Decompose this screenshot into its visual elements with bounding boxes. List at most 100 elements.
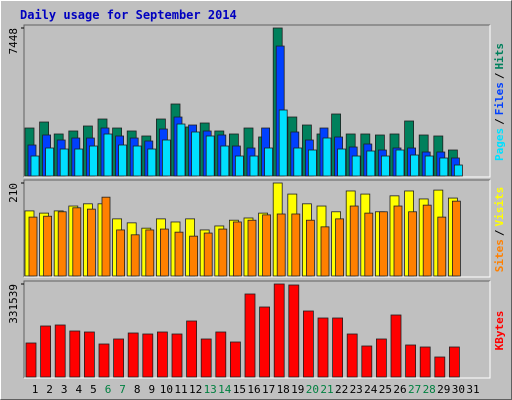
bar bbox=[132, 145, 142, 177]
plot-frame-light bbox=[24, 180, 491, 278]
bar bbox=[364, 212, 374, 277]
x-tick-label: 21 bbox=[320, 383, 333, 396]
bar bbox=[247, 219, 257, 277]
x-tick-label: 14 bbox=[218, 383, 232, 396]
bar bbox=[171, 333, 183, 378]
bar bbox=[101, 196, 111, 277]
bar bbox=[278, 109, 288, 177]
bar bbox=[346, 333, 358, 378]
bar bbox=[186, 320, 198, 378]
bar bbox=[142, 333, 154, 378]
legend-separator: / bbox=[493, 72, 506, 79]
bar bbox=[40, 325, 51, 378]
bar bbox=[203, 232, 213, 277]
legend: Pages / Files / Hits bbox=[493, 43, 506, 161]
legend: KBytes bbox=[493, 311, 506, 351]
bar bbox=[72, 207, 82, 277]
x-tick-label: 16 bbox=[247, 383, 260, 396]
bar bbox=[59, 148, 69, 177]
bar bbox=[161, 139, 171, 177]
x-tick-label: 12 bbox=[189, 383, 202, 396]
bar bbox=[127, 332, 139, 378]
x-tick-label: 13 bbox=[204, 383, 217, 396]
bar bbox=[361, 345, 373, 378]
bar bbox=[54, 324, 66, 378]
x-tick-label: 4 bbox=[75, 383, 82, 396]
bar bbox=[378, 211, 388, 277]
bar bbox=[349, 205, 359, 277]
bar bbox=[305, 219, 315, 277]
bar bbox=[69, 330, 81, 378]
x-tick-label: 24 bbox=[364, 383, 378, 396]
legend-entry: Files bbox=[493, 82, 506, 115]
x-tick-label: 11 bbox=[174, 383, 187, 396]
x-tick-label: 17 bbox=[262, 383, 275, 396]
bar bbox=[451, 200, 461, 277]
x-tick-label: 2 bbox=[46, 383, 53, 396]
bar bbox=[380, 155, 390, 177]
bar bbox=[215, 331, 227, 378]
plot-frame-light bbox=[24, 281, 491, 379]
x-tick-label: 26 bbox=[393, 383, 406, 396]
bar bbox=[45, 147, 54, 177]
bar bbox=[232, 221, 242, 277]
x-tick-label: 22 bbox=[335, 383, 348, 396]
plot-frame-light bbox=[24, 25, 491, 178]
bar bbox=[74, 148, 84, 177]
bar bbox=[307, 149, 317, 177]
x-tick-label: 30 bbox=[452, 383, 465, 396]
bar bbox=[291, 213, 301, 277]
legend-separator: / bbox=[493, 229, 506, 236]
bar bbox=[390, 314, 402, 378]
x-tick-label: 10 bbox=[160, 383, 173, 396]
x-tick-label: 19 bbox=[291, 383, 304, 396]
bar bbox=[30, 155, 40, 177]
bar bbox=[351, 155, 361, 177]
bar bbox=[234, 155, 244, 177]
bar bbox=[375, 338, 387, 378]
bar bbox=[332, 317, 344, 378]
y-tick-label: 331539 bbox=[7, 284, 20, 324]
x-tick-label: 18 bbox=[277, 383, 290, 396]
bar bbox=[130, 234, 140, 277]
bar bbox=[191, 131, 201, 177]
x-tick-label: 7 bbox=[119, 383, 126, 396]
bar bbox=[422, 204, 432, 277]
bar bbox=[439, 157, 449, 177]
bar bbox=[57, 211, 67, 277]
bar bbox=[276, 213, 286, 277]
legend-entry: Hits bbox=[493, 43, 506, 70]
x-tick-label: 29 bbox=[437, 383, 450, 396]
plot-frame-dark bbox=[23, 179, 490, 277]
x-tick-label: 27 bbox=[408, 383, 421, 396]
bar bbox=[147, 148, 157, 177]
chart-title: Daily usage for September 2014 bbox=[20, 8, 237, 22]
x-tick-label: 1 bbox=[32, 383, 39, 396]
y-tick-label: 210 bbox=[7, 183, 20, 203]
plot-frame-dark bbox=[23, 280, 490, 378]
x-tick-label: 20 bbox=[306, 383, 319, 396]
legend-entry: Visits bbox=[493, 187, 506, 227]
x-tick-label: 9 bbox=[148, 383, 155, 396]
bar bbox=[249, 155, 259, 177]
x-tick-label: 6 bbox=[105, 383, 112, 396]
bar bbox=[156, 331, 168, 378]
bar bbox=[337, 148, 347, 177]
bar bbox=[264, 147, 274, 177]
legend-entry: Pages bbox=[493, 128, 506, 161]
legend-separator: / bbox=[493, 118, 506, 125]
bar bbox=[118, 144, 127, 177]
bar bbox=[113, 338, 124, 378]
bar bbox=[410, 154, 420, 177]
bar bbox=[25, 342, 37, 378]
bar bbox=[317, 317, 329, 378]
bar bbox=[116, 229, 125, 277]
bar bbox=[320, 226, 330, 277]
bar bbox=[87, 208, 96, 277]
plot-frame-dark bbox=[23, 24, 490, 177]
bar bbox=[419, 346, 431, 378]
bar bbox=[448, 346, 460, 378]
x-tick-label: 5 bbox=[90, 383, 97, 396]
